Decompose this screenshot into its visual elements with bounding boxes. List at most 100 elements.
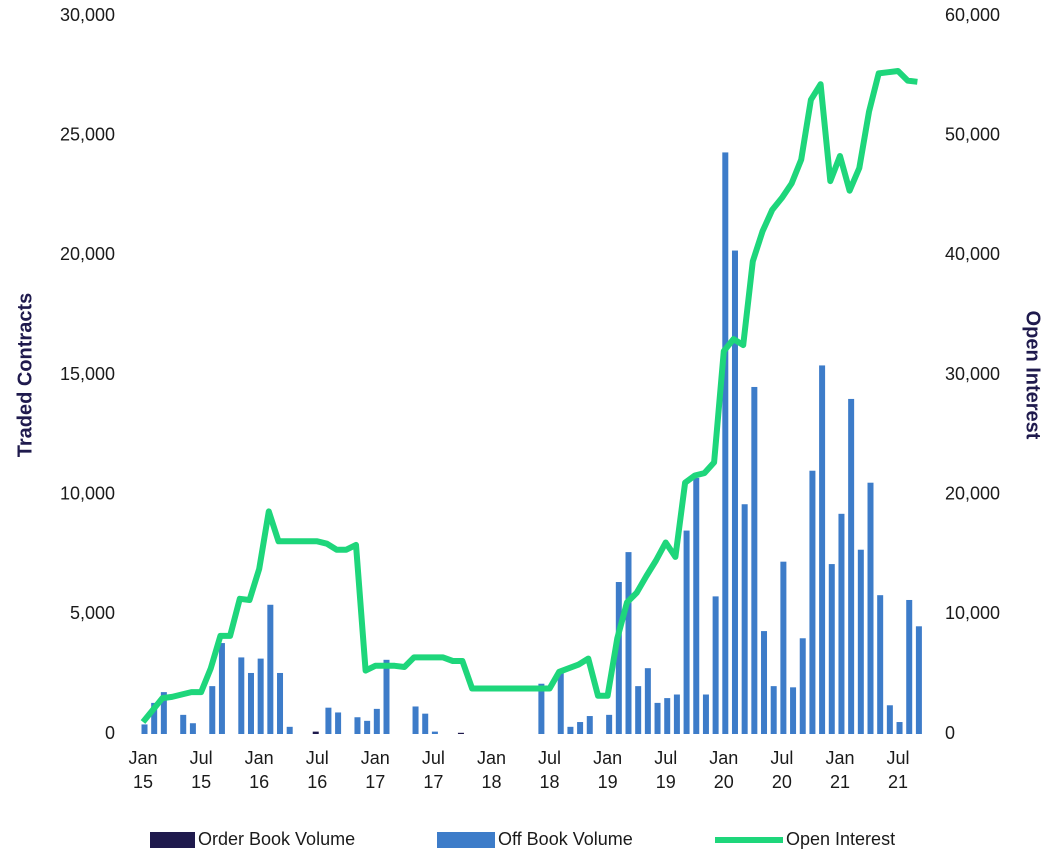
y2-tick-label: 0 — [945, 723, 955, 743]
bar — [906, 599, 913, 734]
bar — [189, 723, 196, 734]
bar — [644, 668, 651, 734]
bar — [848, 398, 855, 734]
legend-label: Order Book Volume — [198, 829, 355, 849]
bar — [286, 726, 293, 734]
bar — [741, 504, 748, 734]
y2-tick-label: 10,000 — [945, 603, 1000, 623]
bar — [615, 582, 622, 734]
x-tick-label: Jul 18 — [538, 748, 562, 792]
bar — [277, 672, 284, 734]
bar — [915, 626, 922, 734]
bar — [457, 732, 464, 734]
y2-tick-label: 50,000 — [945, 124, 1000, 144]
line — [140, 68, 918, 724]
bar — [412, 706, 419, 734]
bar — [673, 694, 680, 734]
bar — [325, 707, 332, 734]
bar — [257, 658, 264, 734]
bar — [218, 643, 225, 734]
x-tick-label: Jul 19 — [654, 748, 678, 792]
bar — [354, 717, 361, 734]
bar — [722, 152, 729, 735]
bar — [312, 731, 319, 734]
y-tick-label: 20,000 — [60, 244, 115, 264]
y-tick-label: 10,000 — [60, 483, 115, 503]
y-tick-label: 15,000 — [60, 364, 115, 384]
bar — [664, 698, 671, 734]
y2-tick-label: 60,000 — [945, 5, 1000, 25]
x-tick-label: Jan 19 — [593, 748, 623, 792]
bar — [877, 595, 884, 734]
bar — [335, 712, 342, 734]
bar — [267, 604, 274, 734]
bar — [838, 513, 845, 734]
bar — [151, 702, 158, 734]
bar — [209, 686, 216, 734]
bar — [712, 596, 719, 734]
y-axis-title: Traded Contracts — [14, 293, 36, 457]
bar — [731, 250, 738, 734]
bar — [896, 722, 903, 734]
x-tick-label: Jul 16 — [305, 748, 329, 792]
bar — [364, 720, 371, 734]
bar — [141, 724, 148, 734]
bar — [180, 714, 187, 734]
bar — [577, 722, 584, 734]
y2-tick-label: 20,000 — [945, 483, 1000, 503]
bar — [422, 713, 429, 734]
y-tick-label: 0 — [105, 723, 115, 743]
x-tick-label: Jul 21 — [886, 748, 910, 792]
bar — [373, 708, 380, 734]
bar — [828, 564, 835, 734]
y-tick-label: 25,000 — [60, 124, 115, 144]
bar — [635, 686, 642, 734]
x-tick-label: Jan 20 — [709, 748, 739, 792]
bar — [702, 694, 709, 734]
bar — [567, 726, 574, 734]
bar — [751, 386, 758, 734]
bar — [819, 365, 826, 734]
x-tick-label: Jan 18 — [476, 748, 506, 792]
x-tick-label: Jan 15 — [128, 748, 158, 792]
bar — [799, 638, 806, 734]
bar — [780, 561, 787, 734]
bar — [557, 671, 564, 734]
y-tick-label: 5,000 — [70, 603, 115, 623]
y2-tick-label: 40,000 — [945, 244, 1000, 264]
bar — [770, 686, 777, 734]
bar — [654, 702, 661, 734]
bar — [538, 683, 545, 734]
y2-axis-title: Open Interest — [1022, 311, 1044, 440]
y-tick-label: 30,000 — [60, 5, 115, 25]
x-tick-label: Jan 17 — [360, 748, 390, 792]
bar — [857, 549, 864, 734]
bar — [383, 659, 390, 734]
bar — [160, 692, 167, 734]
x-tick-label: Jan 16 — [244, 748, 274, 792]
x-tick-label: Jan 21 — [825, 748, 855, 792]
legend-swatch — [150, 832, 195, 848]
x-tick-label: Jul 15 — [189, 748, 213, 792]
legend-swatch — [437, 832, 495, 848]
y2-tick-label: 30,000 — [945, 364, 1000, 384]
bar — [761, 631, 768, 734]
bar — [586, 716, 593, 734]
bar — [790, 687, 797, 734]
x-tick-label: Jul 17 — [421, 748, 445, 792]
bar — [247, 672, 254, 734]
legend-label: Off Book Volume — [498, 829, 633, 849]
bar — [238, 657, 245, 734]
bar — [606, 714, 613, 734]
bar — [886, 705, 893, 734]
legend-label: Open Interest — [786, 829, 895, 849]
bar — [809, 470, 816, 734]
bar — [867, 482, 874, 734]
bar — [625, 552, 632, 734]
bar — [683, 530, 690, 734]
bar — [431, 731, 438, 734]
x-tick-label: Jul 20 — [770, 748, 794, 792]
bar — [693, 477, 700, 734]
